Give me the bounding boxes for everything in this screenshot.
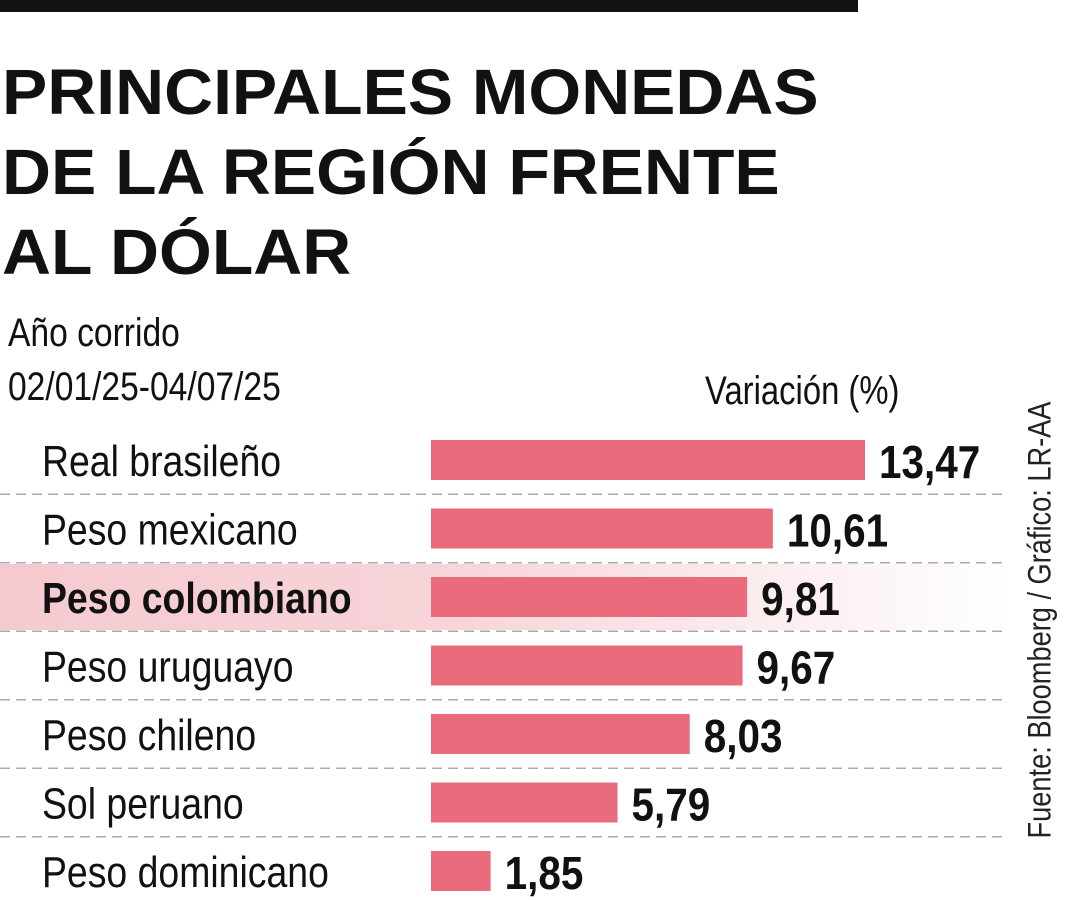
bar	[431, 440, 865, 480]
bar	[431, 645, 743, 686]
category-label: Peso mexicano	[42, 505, 298, 555]
value-label: 10,61	[787, 506, 888, 557]
category-label: Sol peruano	[42, 779, 244, 829]
chart-subtitle: Año corrido 02/01/25-04/07/25	[8, 306, 281, 414]
title-line-2: DE LA REGIÓN FRENTE	[2, 136, 780, 208]
bar	[431, 714, 690, 754]
subtitle-period: Año corrido	[8, 311, 180, 355]
value-label: 5,79	[632, 780, 711, 831]
chart-title: PRINCIPALES MONEDAS DE LA REGIÓN FRENTE …	[2, 52, 956, 292]
subtitle-dates: 02/01/25-04/07/25	[8, 365, 281, 409]
value-label: 9,81	[761, 575, 840, 626]
category-label: Real brasileño	[42, 436, 281, 486]
unit-label: Variación (%)	[705, 369, 900, 413]
bar	[431, 577, 748, 617]
bar	[431, 851, 491, 891]
value-label: 9,67	[757, 643, 836, 694]
value-label: 1,85	[505, 849, 584, 900]
bar	[431, 508, 773, 549]
category-label: Peso chileno	[42, 710, 256, 760]
value-label: 13,47	[879, 438, 980, 489]
category-label: Peso uruguayo	[42, 642, 294, 692]
title-line-3: AL DÓLAR	[2, 216, 352, 288]
bar	[431, 782, 618, 823]
source-credit: Fuente: Bloomberg / Gráfico: LR-AA	[1021, 401, 1058, 839]
value-label: 8,03	[704, 712, 783, 763]
title-line-1: PRINCIPALES MONEDAS	[2, 56, 819, 128]
top-rule	[0, 0, 858, 12]
category-label: Peso dominicano	[42, 847, 329, 897]
category-label: Peso colombiano	[42, 573, 352, 623]
